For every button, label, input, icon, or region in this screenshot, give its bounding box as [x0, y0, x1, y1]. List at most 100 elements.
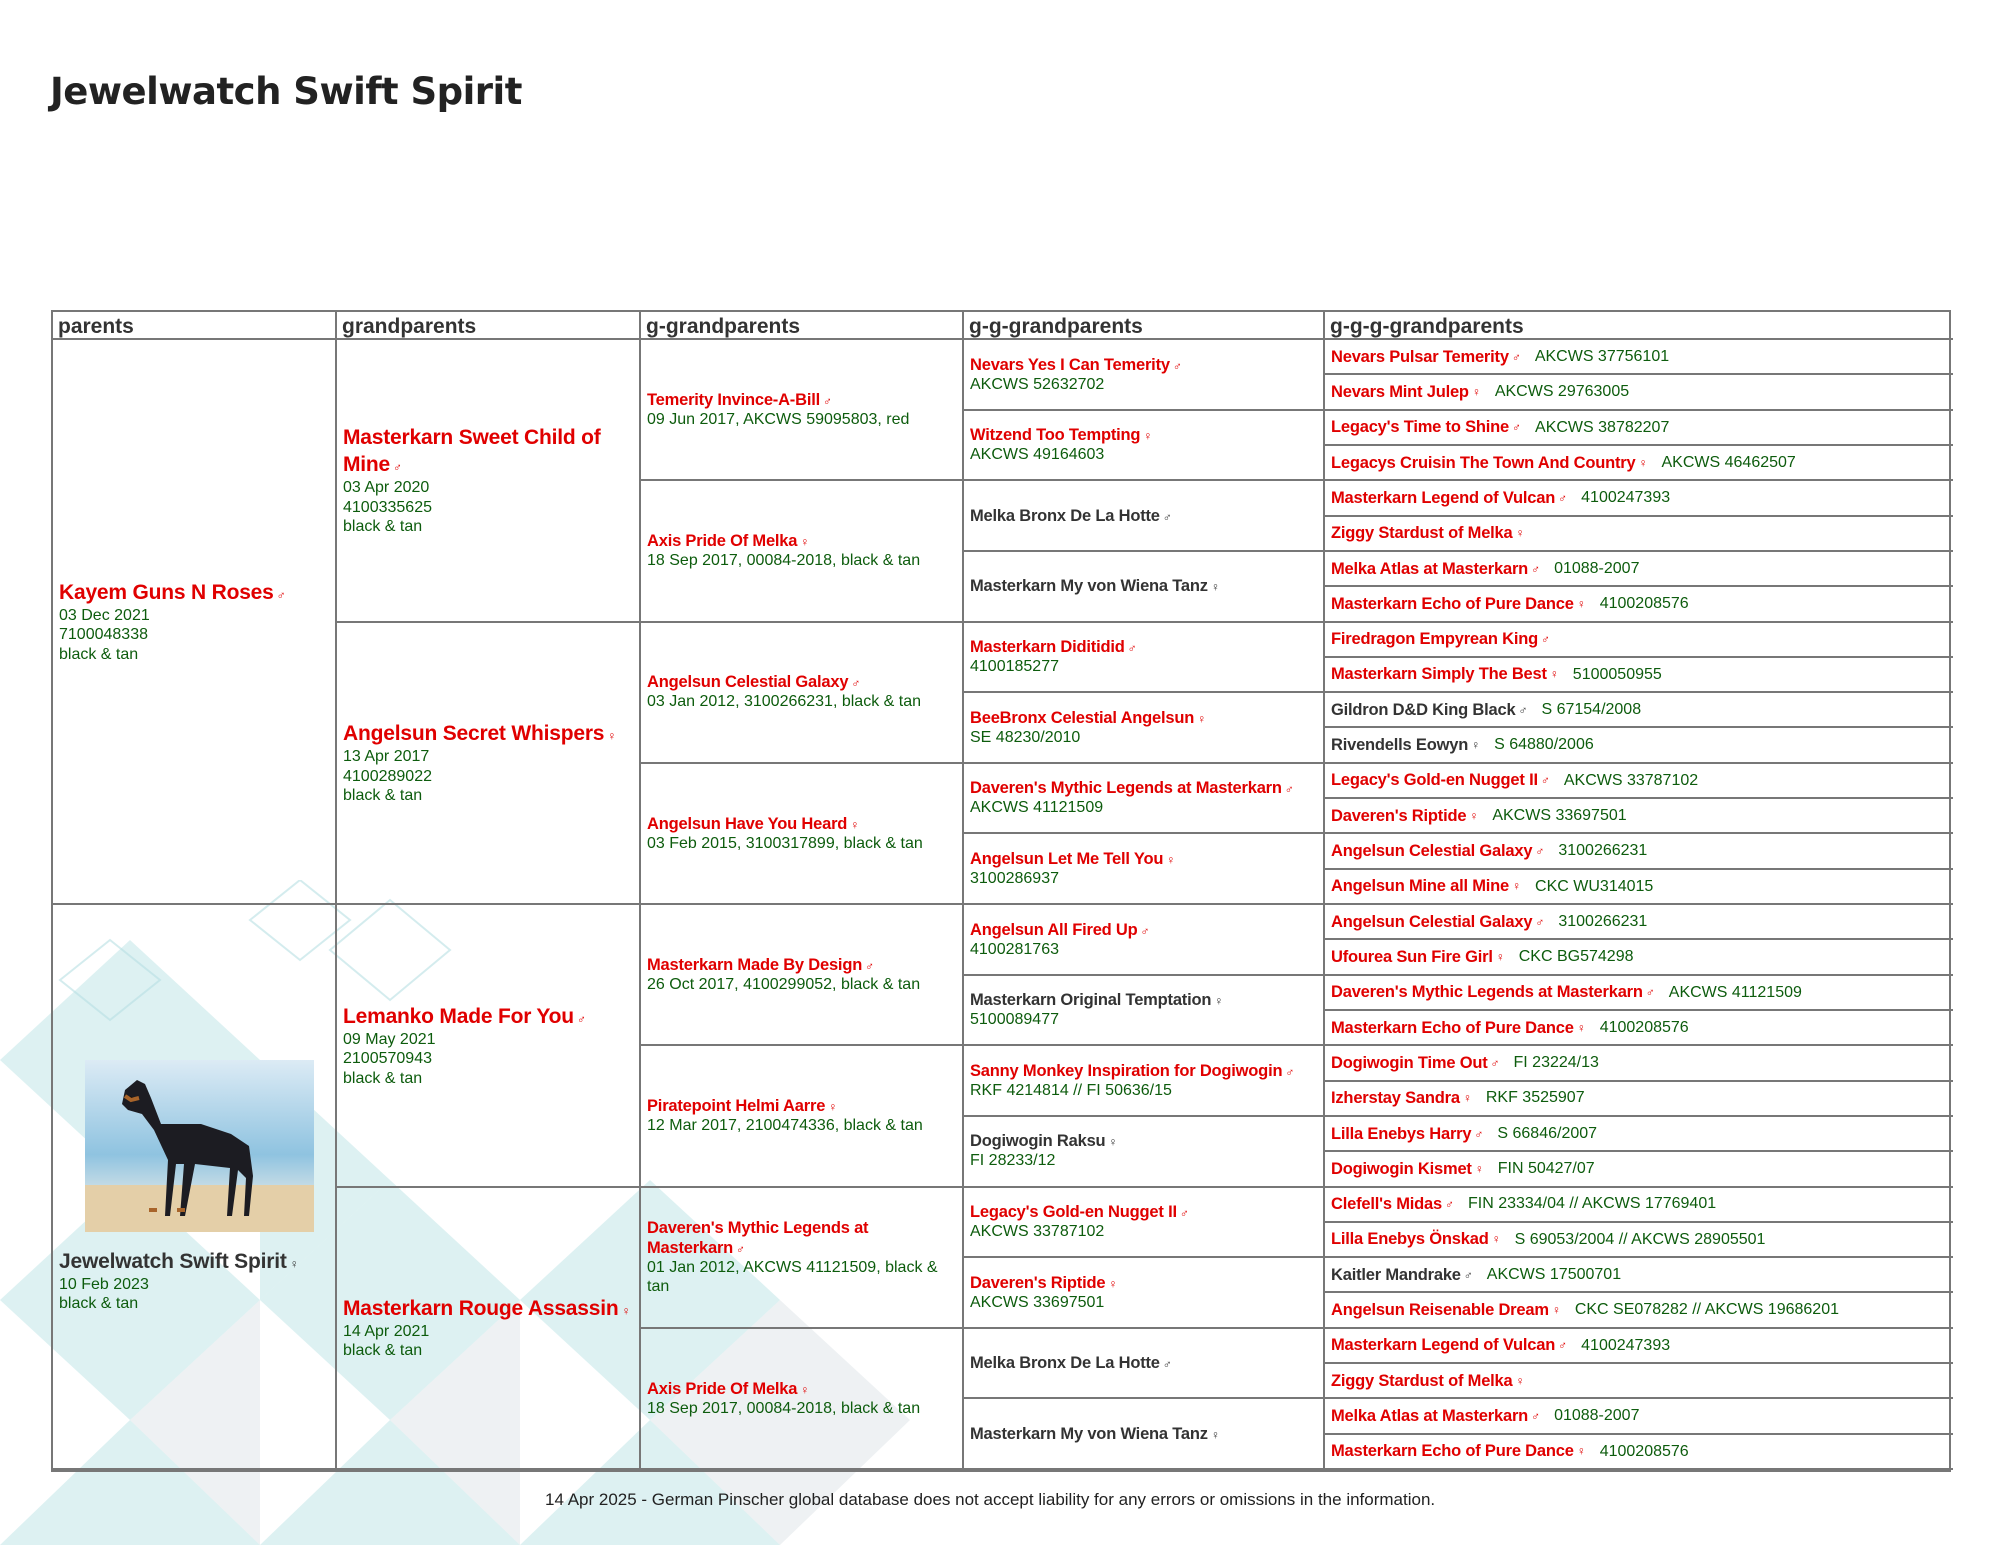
registration-number: FIN 23334/04 // AKCWS 17769401 — [1467, 1195, 1717, 1213]
dog-name-link[interactable]: Angelsun Celestial Galaxy — [1331, 912, 1533, 931]
dog-name-link[interactable]: Masterkarn Diditidid — [970, 638, 1125, 657]
dog-name-link[interactable]: Lilla Enebys Önskad — [1331, 1230, 1489, 1249]
registration-number: 4100208576 — [1599, 1018, 1689, 1036]
dog-name-link[interactable]: Witzend Too Tempting — [970, 426, 1141, 445]
male-icon: ♂ — [1463, 1267, 1473, 1282]
female-icon: ♀ — [289, 1256, 299, 1271]
registration-number: FI 23224/13 — [1513, 1054, 1599, 1072]
dog-name-link[interactable]: Angelsun Reisenable Dream — [1331, 1301, 1549, 1320]
dog-name-link[interactable]: Sanny Monkey Inspiration for Dogiwogin — [970, 1061, 1283, 1080]
female-icon: ♀ — [1515, 1373, 1525, 1388]
dog-name-link[interactable]: Dogiwogin Kismet — [1331, 1159, 1472, 1178]
dog-name-link[interactable]: Nevars Pulsar Temerity — [1331, 347, 1509, 366]
dog-name-link[interactable]: Ziggy Stardust of Melka — [1331, 1371, 1513, 1390]
male-icon: ♂ — [1172, 358, 1182, 373]
dog-name-link[interactable]: Angelsun All Fired Up — [970, 920, 1138, 939]
dog-name-line: Witzend Too Tempting ♀ — [970, 425, 1317, 445]
ggg-grandparents-cell: Angelsun Celestial Galaxy ♂ 3100266231 — [1325, 834, 1953, 870]
dog-name-link[interactable]: Firedragon Empyrean King — [1331, 630, 1538, 649]
male-icon: ♂ — [1511, 349, 1521, 364]
ggg-grandparents-cell: Masterkarn Legend of Vulcan ♂ 4100247393 — [1325, 481, 1953, 517]
female-icon: ♀ — [1108, 1135, 1118, 1150]
dog-name-link[interactable]: Daveren's Mythic Legends at Masterkarn — [1331, 983, 1643, 1002]
g-grandparents-cell: Angelsun Have You Heard ♀ 03 Feb 2015, 310… — [641, 763, 964, 905]
female-icon: ♀ — [1549, 667, 1559, 682]
dog-name-link[interactable]: Angelsun Mine all Mine — [1331, 877, 1510, 896]
dog-name-link[interactable]: Angelsun Have You Heard — [647, 814, 848, 833]
parents-cell: Kayem Guns N Roses ♂ 03 Dec 2021 7100048338… — [53, 340, 337, 905]
dog-name-link[interactable]: Lemanko Made For You — [343, 1004, 574, 1028]
dog-name-link[interactable]: BeeBronx Celestial Angelsun — [970, 708, 1195, 727]
male-icon: ♂ — [276, 587, 286, 602]
male-icon: ♂ — [1162, 1357, 1172, 1372]
male-icon: ♂ — [1558, 490, 1568, 505]
dog-name-link: Dogiwogin Raksu — [970, 1132, 1106, 1151]
male-icon: ♂ — [822, 393, 832, 408]
dog-name-link[interactable]: Daveren's Riptide — [1331, 806, 1467, 825]
dog-name-link[interactable]: Daveren's Riptide — [970, 1273, 1106, 1292]
ggg-grandparents-cell: Ufourea Sun Fire Girl ♀ CKC BG574298 — [1325, 940, 1953, 976]
dog-name-link[interactable]: Angelsun Secret Whispers — [343, 722, 605, 745]
dog-name-link[interactable]: Masterkarn Sweet Child of Mine — [343, 426, 601, 476]
male-icon: ♂ — [576, 1011, 586, 1026]
dog-name-link: Masterkarn My von Wiena Tanz — [970, 1424, 1208, 1443]
dog-name-link: Gildron D&D King Black — [1331, 700, 1516, 719]
female-icon: ♀ — [1576, 1020, 1586, 1035]
registration-number: 3100266231 — [1558, 842, 1648, 860]
dog-name-link[interactable]: Angelsun Celestial Galaxy — [1331, 842, 1533, 861]
dog-name-link[interactable]: Legacy's Gold-en Nugget II — [1331, 771, 1538, 790]
dog-name-link[interactable]: Masterkarn Made By Design — [647, 955, 863, 974]
dog-name-link[interactable]: Masterkarn Echo of Pure Dance — [1331, 594, 1574, 613]
dog-name-line: Lemanko Made For You ♂ — [343, 1003, 633, 1030]
dog-name-link[interactable]: Masterkarn Rouge Assassin — [343, 1296, 619, 1320]
column-header: g-grandparents — [641, 312, 964, 340]
female-icon: ♀ — [1512, 879, 1522, 894]
dog-info: 4100335625 — [343, 498, 432, 516]
dog-name-link[interactable]: Axis Pride Of Melka — [647, 532, 798, 551]
dog-name-link[interactable]: Angelsun Celestial Galaxy — [647, 673, 849, 692]
grandparents-cell: Masterkarn Sweet Child of Mine ♂ 03 Apr 20… — [337, 340, 641, 623]
dog-name-link[interactable]: Masterkarn Legend of Vulcan — [1331, 488, 1556, 507]
g-grandparents-cell: Daveren's Mythic Legends at Masterkarn ♂ 0… — [641, 1187, 964, 1329]
dog-name-link[interactable]: Temerity Invince-A-Bill — [647, 390, 820, 409]
ggg-grandparents-cell: Firedragon Empyrean King ♂ — [1325, 623, 1953, 658]
dog-name-link[interactable]: Melka Atlas at Masterkarn — [1331, 1407, 1529, 1426]
dog-name-link[interactable]: Dogiwogin Time Out — [1331, 1053, 1488, 1072]
dog-name-link[interactable]: Masterkarn Simply The Best — [1331, 665, 1547, 684]
male-icon: ♂ — [851, 676, 861, 691]
dog-name-link[interactable]: Masterkarn Echo of Pure Dance — [1331, 1018, 1574, 1037]
male-icon: ♂ — [1179, 1206, 1189, 1221]
dog-name-link[interactable]: Nevars Mint Julep — [1331, 382, 1469, 401]
dog-name-link[interactable]: Lilla Enebys Harry — [1331, 1124, 1472, 1143]
dog-name-link[interactable]: Legacys Cruisin The Town And Country — [1331, 453, 1636, 472]
registration-number: 4100247393 — [1581, 489, 1671, 507]
male-icon: ♂ — [1140, 923, 1150, 938]
ggg-grandparents-cell: Legacy's Gold-en Nugget II ♂ AKCWS 3378710… — [1325, 764, 1953, 800]
dog-info: 14 Apr 2021 — [343, 1322, 430, 1340]
dog-name-link[interactable]: Axis Pride Of Melka — [647, 1379, 798, 1398]
dog-name-link[interactable]: Kayem Guns N Roses — [59, 580, 274, 604]
dog-name-link[interactable]: Nevars Yes I Can Temerity — [970, 355, 1170, 374]
dog-name-link[interactable]: Angelsun Let Me Tell You — [970, 849, 1164, 868]
dog-name-link[interactable]: Daveren's Mythic Legends at Masterkarn — [647, 1218, 869, 1257]
dog-name-link[interactable]: Clefell's Midas — [1331, 1195, 1442, 1214]
dog-name-link[interactable]: Masterkarn Echo of Pure Dance — [1331, 1442, 1574, 1461]
dog-name-link[interactable]: Ufourea Sun Fire Girl — [1331, 947, 1493, 966]
dog-name-line: Masterkarn My von Wiena Tanz ♀ — [970, 576, 1317, 596]
dog-info: AKCWS 49164603 — [970, 446, 1105, 464]
dog-info: 03 Dec 2021 — [59, 606, 150, 624]
dog-name-link[interactable]: Legacy's Gold-en Nugget II — [970, 1203, 1177, 1222]
registration-number: S 64880/2006 — [1494, 736, 1594, 754]
dog-name-link[interactable]: Daveren's Mythic Legends at Masterkarn — [970, 779, 1282, 798]
dog-name-link[interactable]: Izherstay Sandra — [1331, 1089, 1460, 1108]
dog-name-link[interactable]: Ziggy Stardust of Melka — [1331, 524, 1513, 543]
dog-name-link[interactable]: Masterkarn Legend of Vulcan — [1331, 1336, 1556, 1355]
dog-info: black & tan — [343, 518, 423, 535]
dog-name-link[interactable]: Melka Atlas at Masterkarn — [1331, 559, 1529, 578]
gg-grandparents-cell: Daveren's Riptide ♀ AKCWS 33697501 — [964, 1258, 1325, 1329]
gg-grandparents-cell: Daveren's Mythic Legends at Masterkarn ♂ A… — [964, 763, 1325, 835]
male-icon: ♂ — [1490, 1055, 1500, 1070]
dog-info: 26 Oct 2017, 4100299052, black & tan — [647, 975, 921, 993]
dog-name-link[interactable]: Piratepoint Helmi Aarre — [647, 1097, 826, 1116]
dog-name-link[interactable]: Legacy's Time to Shine — [1331, 418, 1510, 437]
